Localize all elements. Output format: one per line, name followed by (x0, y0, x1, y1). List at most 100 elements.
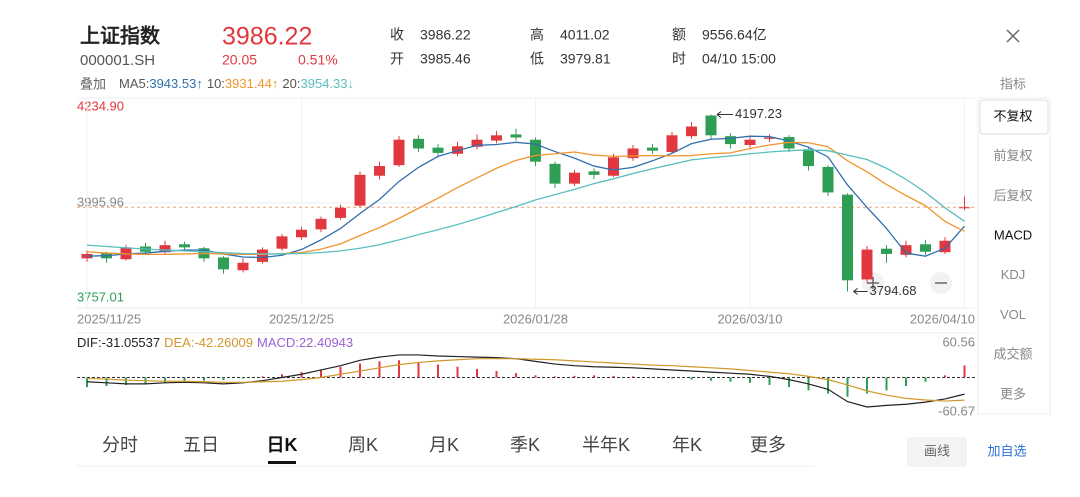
candle-body (237, 262, 249, 271)
candle-body (296, 229, 307, 238)
period-tab[interactable]: 年K (672, 435, 702, 455)
x-tick-label: 2026/04/10 (910, 311, 975, 326)
period-tab[interactable]: 五日 (183, 435, 219, 455)
period-tab[interactable]: 半年K (582, 435, 630, 455)
indicator-button[interactable]: 指标 (1000, 76, 1026, 91)
draw-button[interactable]: 画线 (924, 443, 950, 458)
menu-item[interactable]: 不复权 (993, 108, 1032, 123)
candle-body (315, 218, 327, 230)
candle-body (354, 174, 366, 206)
menu-item[interactable]: VOL (1000, 307, 1026, 322)
candle-body (608, 157, 619, 176)
candle-body (432, 147, 444, 153)
candle-body (276, 236, 288, 249)
stat-value: 3985.46 (420, 51, 471, 67)
legend-name: DIF: (77, 335, 102, 350)
menu-item[interactable]: 更多 (1000, 386, 1026, 401)
overlay-button[interactable]: 叠加 (80, 76, 106, 91)
legend-name: 10: (207, 76, 225, 91)
period-tab[interactable]: 季K (510, 435, 540, 455)
stat-label: 收 (390, 27, 404, 43)
candle-body (666, 135, 678, 153)
stat-value: 9556.64亿 (702, 27, 767, 43)
ma-line (86, 141, 965, 256)
candle-body (549, 163, 561, 184)
stat-value: 3986.22 (420, 27, 471, 43)
change: 20.05 (222, 52, 257, 68)
legend-value: 22.40943 (299, 335, 353, 350)
x-tick-label: 2025/11/25 (77, 311, 141, 326)
legend-name: DEA: (164, 335, 194, 350)
watch-button[interactable]: 加自选 (987, 443, 1026, 458)
legend-trend: ↓ (348, 76, 355, 91)
candle-body (159, 245, 171, 253)
macd-line (86, 354, 965, 408)
candle-body (569, 172, 580, 184)
stat-value: 04/10 15:00 (702, 51, 776, 67)
candle-body (744, 139, 756, 145)
tab-underline (268, 461, 296, 464)
stat-value: 4011.02 (560, 27, 610, 43)
candle-body (764, 137, 775, 139)
menu-panel (977, 97, 1051, 415)
menu-item[interactable]: 成交额 (993, 347, 1032, 362)
draw-button-bg (907, 437, 967, 467)
candle-body (218, 257, 229, 270)
legend-value: 3931.44 (225, 76, 272, 91)
legend-value: 3943.53 (149, 76, 196, 91)
period-tab[interactable]: 月K (429, 435, 459, 455)
close-button[interactable] (1006, 29, 1020, 43)
min-label: 3794.68 (870, 283, 917, 298)
candle-body (939, 240, 951, 253)
candle-body (530, 139, 541, 162)
y-tick-label: 3995.96 (77, 194, 124, 209)
legend-name: 20: (282, 76, 300, 91)
menu-item[interactable]: KDJ (1001, 267, 1026, 282)
candle-body (179, 244, 190, 248)
candle-body (822, 166, 834, 193)
ma-legend: MA5:3943.53↑ 10:3931.44↑ 20:3954.33↓ (119, 76, 354, 91)
legend-name: MA5: (119, 76, 149, 91)
period-tab[interactable]: 更多 (750, 435, 786, 455)
change-pct: 0.51% (298, 52, 338, 68)
stat-label: 开 (390, 51, 404, 67)
candle-body (920, 244, 931, 252)
candle-body (335, 207, 346, 218)
zoom-out[interactable] (930, 272, 952, 294)
menu-item[interactable]: MACD (994, 228, 1032, 243)
min-arrow (853, 288, 868, 295)
candle-body (374, 166, 385, 176)
menu-item[interactable]: 前复权 (993, 148, 1032, 163)
ma-line (86, 135, 965, 259)
stat-label: 高 (530, 27, 544, 43)
candle-body (491, 135, 502, 141)
stat-label: 低 (530, 51, 544, 67)
candle-body (627, 148, 639, 159)
period-tab[interactable]: 日K (267, 435, 298, 455)
index-code: 000001.SH (80, 52, 155, 69)
candle-body (705, 115, 717, 136)
candle-body (510, 134, 522, 138)
legend-value: 3954.33 (301, 76, 348, 91)
candle-body (686, 126, 697, 137)
candle-body (413, 138, 424, 149)
candle-body (881, 248, 892, 254)
x-tick-label: 2026/03/10 (717, 311, 782, 326)
candle-body (803, 149, 814, 167)
legend-value: -42.26009 (194, 335, 253, 350)
period-tab[interactable]: 周K (348, 435, 378, 455)
macd-line (86, 358, 965, 402)
period-tab[interactable]: 分时 (102, 435, 138, 455)
y-tick-label: 60.56 (942, 334, 975, 349)
menu-item[interactable]: 后复权 (993, 188, 1032, 203)
legend-trend: ↑ (272, 76, 279, 91)
menu-selected-bg (979, 99, 1049, 135)
max-arrow (716, 111, 733, 118)
stat-label: 额 (672, 27, 686, 43)
price: 3986.22 (222, 23, 312, 51)
candle-body (959, 207, 970, 209)
stat-label: 时 (672, 51, 686, 67)
y-tick-label: 4234.90 (77, 98, 124, 113)
